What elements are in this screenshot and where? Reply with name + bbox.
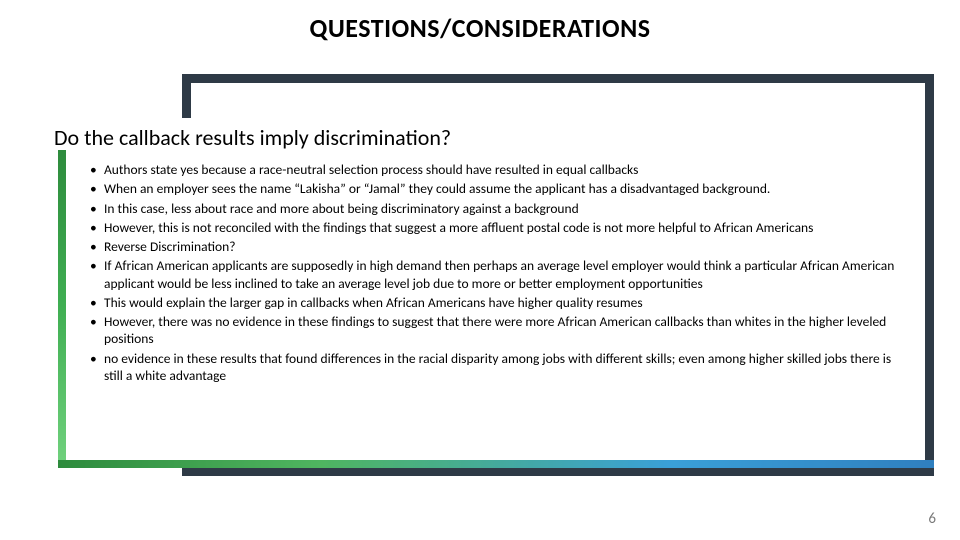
slide-title: QUESTIONS/CONSIDERATIONS: [0, 12, 960, 44]
left-accent-bar: [58, 150, 66, 460]
list-item: no evidence in these results that found …: [90, 350, 900, 385]
subheading: Do the callback results imply discrimina…: [54, 124, 900, 151]
page-number: 6: [928, 510, 936, 528]
list-item: This would explain the larger gap in cal…: [90, 294, 900, 311]
bottom-accent-bar: [58, 460, 934, 468]
list-item: However, there was no evidence in these …: [90, 313, 900, 348]
content-card: Do the callback results imply discrimina…: [48, 118, 918, 468]
list-item: Authors state yes because a race-neutral…: [90, 161, 900, 178]
slide: QUESTIONS/CONSIDERATIONS Do the callback…: [0, 0, 960, 540]
list-item: If African American applicants are suppo…: [90, 257, 900, 292]
list-item: In this case, less about race and more a…: [90, 200, 900, 217]
list-item: Reverse Discrimination?: [90, 238, 900, 255]
list-item: When an employer sees the name “Lakisha”…: [90, 180, 900, 197]
bullet-list: Authors state yes because a race-neutral…: [54, 161, 900, 384]
list-item: However, this is not reconciled with the…: [90, 219, 900, 236]
